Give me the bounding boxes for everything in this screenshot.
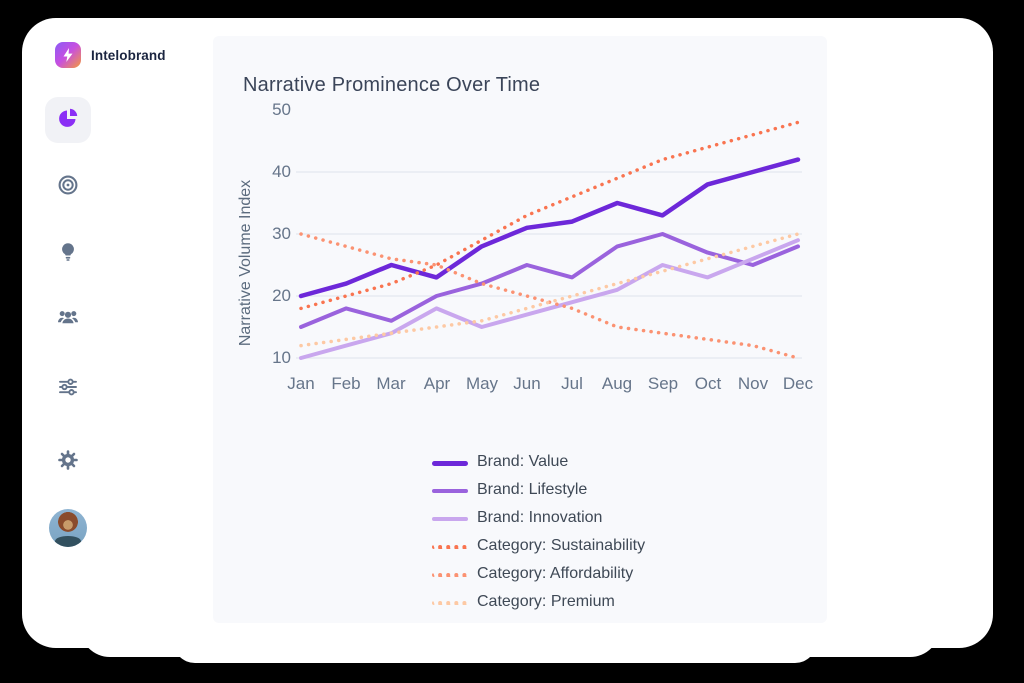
legend-item-brand-value[interactable]: Brand: Value [432, 453, 645, 472]
legend-label: Brand: Value [477, 453, 569, 470]
legend-item-category-premium[interactable]: Category: Premium [432, 593, 645, 612]
users-icon [56, 305, 80, 334]
user-avatar[interactable] [49, 509, 87, 547]
y-tick: 30 [272, 224, 291, 243]
legend-item-category-sustainability[interactable]: Category: Sustainability [432, 537, 645, 556]
x-tick: Nov [737, 374, 769, 393]
legend-item-brand-lifestyle[interactable]: Brand: Lifestyle [432, 481, 645, 500]
chart-panel: Narrative Prominence Over Time Narrative… [213, 36, 827, 623]
pie-chart-icon [56, 106, 80, 135]
x-tick: May [465, 374, 499, 393]
sidebar-item-analytics[interactable] [45, 97, 91, 143]
legend-item-brand-innovation[interactable]: Brand: Innovation [432, 509, 645, 528]
x-tick: Dec [782, 374, 814, 393]
legend-label: Category: Affordability [477, 565, 634, 582]
sidebar-item-settings[interactable] [45, 439, 91, 485]
legend-swatch [432, 545, 468, 549]
gear-icon [56, 448, 80, 477]
legend-label: Brand: Lifestyle [477, 481, 588, 498]
legend-label: Brand: Innovation [477, 509, 603, 526]
target-icon [56, 173, 80, 202]
line-chart [296, 120, 802, 360]
y-tick: 20 [272, 286, 291, 305]
chart-legend: Brand: Value Brand: Lifestyle Brand: Inn… [432, 453, 645, 612]
y-tick: 10 [272, 348, 291, 367]
chart-title: Narrative Prominence Over Time [243, 74, 541, 96]
x-tick: Sep [647, 374, 679, 393]
x-tick: Aug [601, 374, 633, 393]
x-tick: Jun [513, 374, 541, 393]
x-tick: Apr [423, 374, 451, 393]
lightbulb-icon [56, 240, 80, 269]
sidebar-item-filters[interactable] [45, 366, 91, 412]
brand-logo-icon [55, 42, 81, 68]
brand-name: Intelobrand [91, 47, 166, 63]
x-tick: Mar [376, 374, 406, 393]
sidebar-item-targets[interactable] [45, 164, 91, 210]
app-window: Intelobrand [22, 18, 993, 648]
legend-swatch [432, 461, 468, 466]
legend-item-category-affordability[interactable]: Category: Affordability [432, 565, 645, 584]
sidebar-item-insights[interactable] [45, 231, 91, 277]
x-tick: Oct [694, 374, 722, 393]
sliders-icon [56, 375, 80, 404]
brand[interactable]: Intelobrand [55, 42, 166, 68]
legend-label: Category: Premium [477, 593, 615, 610]
x-tick: Jul [561, 374, 583, 393]
legend-swatch [432, 601, 468, 605]
legend-swatch [432, 573, 468, 577]
y-tick: 50 [272, 100, 291, 119]
legend-swatch [432, 517, 468, 521]
y-tick: 40 [272, 162, 291, 181]
sidebar-item-audience[interactable] [45, 296, 91, 342]
x-tick: Jan [287, 374, 315, 393]
legend-label: Category: Sustainability [477, 537, 646, 554]
x-tick: Feb [331, 374, 361, 393]
legend-swatch [432, 489, 468, 493]
